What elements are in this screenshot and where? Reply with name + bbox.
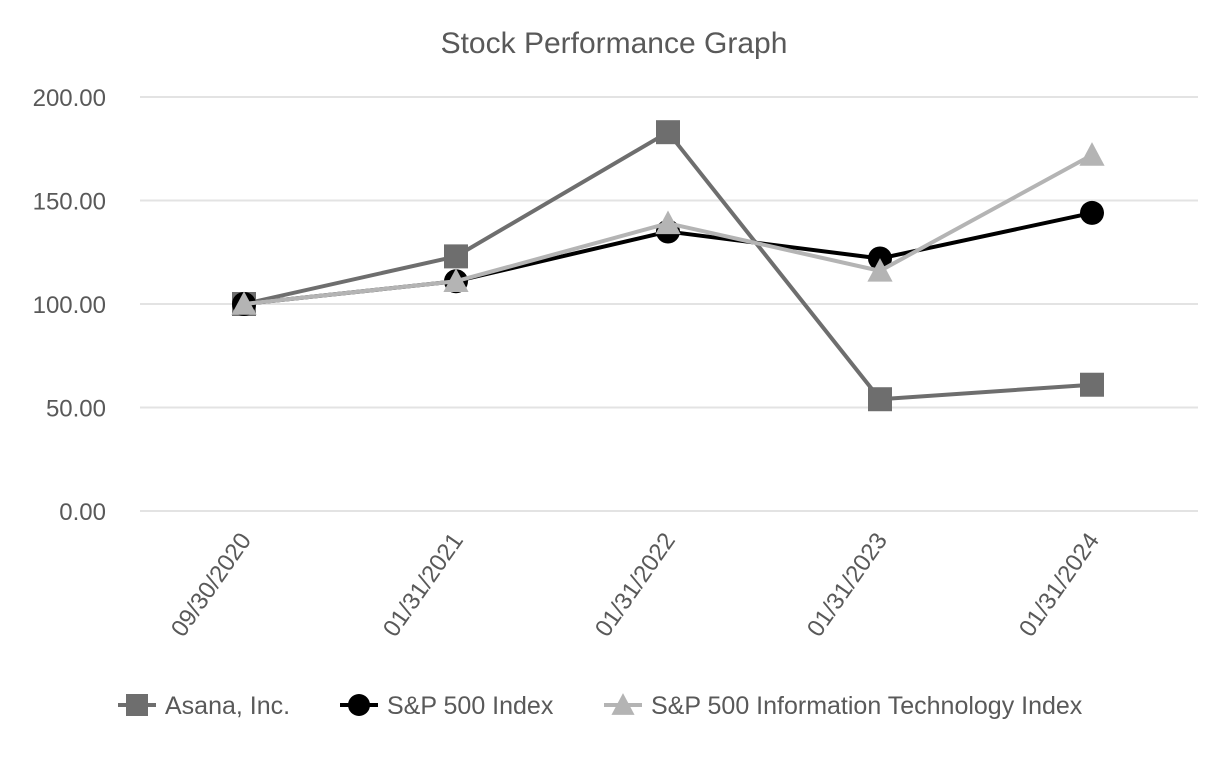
data-point — [231, 291, 257, 315]
series-lines — [231, 120, 1105, 412]
data-point — [867, 258, 893, 282]
legend-item: S&P 500 Index — [340, 692, 554, 720]
legend-marker — [348, 694, 370, 716]
grid-lines — [140, 96, 1198, 512]
x-tick-label: 01/31/2023 — [802, 528, 893, 642]
y-tick-label: 0.00 — [59, 499, 106, 526]
series-square — [232, 120, 1104, 412]
legend-label: S&P 500 Index — [387, 692, 554, 720]
x-tick-label: 01/31/2024 — [1014, 528, 1105, 642]
data-point — [656, 120, 680, 145]
data-point — [655, 210, 681, 235]
y-tick-label: 200.00 — [33, 85, 106, 112]
legend-marker — [611, 693, 635, 715]
y-tick-label: 50.00 — [46, 396, 106, 423]
chart-title: Stock Performance Graph — [441, 27, 788, 60]
legend-label: S&P 500 Information Technology Index — [651, 692, 1083, 720]
series-line — [243, 130, 1093, 402]
legend: Asana, Inc. S&P 500 Index S&P 500 Informat… — [118, 692, 1083, 720]
legend-item: Asana, Inc. — [118, 692, 290, 720]
data-point — [1080, 372, 1104, 397]
x-axis-ticks: 09/30/2020 01/31/2021 01/31/2022 01/31/2023… — [166, 528, 1105, 642]
x-tick-label: 01/31/2022 — [590, 528, 681, 642]
data-point — [1079, 142, 1105, 166]
data-point — [868, 387, 892, 412]
legend-item: S&P 500 Information Technology Index — [604, 692, 1083, 720]
x-tick-label: 01/31/2021 — [378, 528, 469, 642]
series-triangle — [231, 142, 1105, 315]
legend-label: Asana, Inc. — [165, 692, 290, 720]
data-point — [1080, 200, 1104, 225]
y-tick-label: 100.00 — [33, 292, 106, 319]
y-axis-ticks: 0.00 50.00 100.00 150.00 200.00 — [33, 85, 106, 526]
data-point — [443, 268, 469, 293]
y-tick-label: 150.00 — [33, 189, 106, 216]
data-point — [444, 244, 468, 269]
x-tick-label: 09/30/2020 — [166, 528, 257, 642]
legend-marker — [126, 694, 148, 716]
